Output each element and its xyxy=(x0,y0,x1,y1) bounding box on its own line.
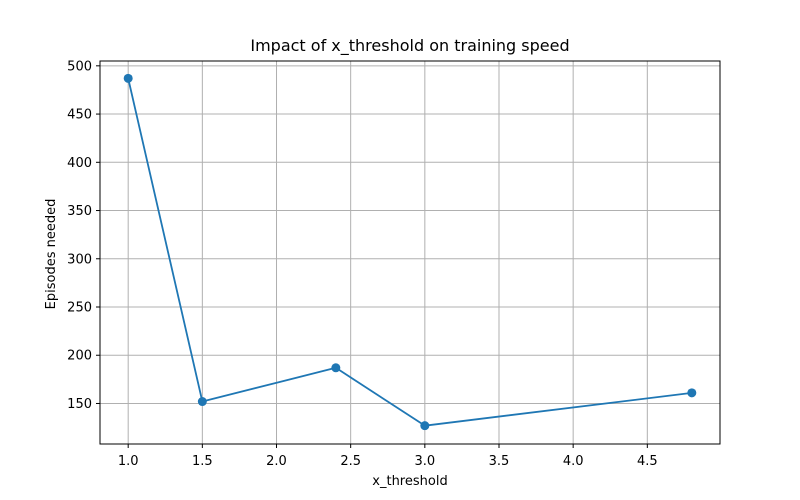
series-layer xyxy=(123,73,697,431)
data-point xyxy=(687,388,697,398)
y-tick-label: 250 xyxy=(67,301,92,316)
x-tick-label: 4.0 xyxy=(563,454,584,469)
data-point xyxy=(331,363,341,373)
y-tick-label: 300 xyxy=(67,252,92,267)
x-axis-label: x_threshold xyxy=(372,474,447,489)
chart-title: Impact of x_threshold on training speed xyxy=(250,36,569,56)
y-axis-label: Episodes needed xyxy=(44,199,59,310)
x-tick-label: 2.5 xyxy=(340,454,361,469)
axis-ticks: 1.0 1.5 2.0 2.5 3.0 3.5 4.0 4.5 150 200 250 300 350 4… xyxy=(67,59,657,469)
data-point xyxy=(420,421,430,431)
y-tick-label: 200 xyxy=(67,349,92,364)
y-tick-label: 450 xyxy=(67,108,92,123)
x-tick-label: 2.0 xyxy=(266,454,287,469)
data-point xyxy=(197,397,207,407)
data-point xyxy=(123,73,133,83)
x-tick-label: 1.5 xyxy=(192,454,213,469)
x-tick-label: 3.0 xyxy=(414,454,435,469)
y-tick-label: 400 xyxy=(67,156,92,171)
grid xyxy=(100,61,720,444)
x-tick-label: 1.0 xyxy=(118,454,139,469)
y-tick-label: 500 xyxy=(67,59,92,74)
x-tick-label: 3.5 xyxy=(489,454,510,469)
y-tick-label: 350 xyxy=(67,204,92,219)
y-tick-label: 150 xyxy=(67,397,92,412)
x-tick-label: 4.5 xyxy=(637,454,658,469)
plot-area-frame xyxy=(99,60,721,445)
